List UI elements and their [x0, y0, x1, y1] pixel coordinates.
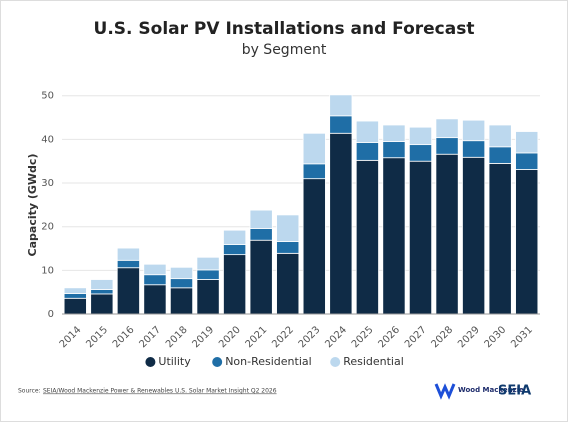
bar-segment — [462, 156, 486, 315]
bar-segment — [355, 142, 379, 161]
bar-segment — [408, 144, 433, 162]
legend-swatch — [212, 357, 223, 367]
bar-segment — [90, 279, 114, 290]
bar-segment — [515, 131, 539, 154]
y-tick-label: 0 — [48, 309, 54, 320]
source-label: Source: — [18, 388, 41, 395]
chart-title: U.S. Solar PV Installations and Forecast — [94, 19, 475, 39]
wm-logo-icon — [434, 383, 456, 400]
bar-segment — [488, 124, 512, 148]
bar-segment — [63, 297, 87, 315]
bar-segment — [408, 126, 433, 146]
bar-segment — [488, 146, 512, 164]
bar-segment — [196, 279, 220, 315]
bar-segment — [515, 169, 539, 315]
bar-segment — [302, 132, 326, 165]
bar-segment — [355, 159, 379, 315]
bar-segment — [143, 284, 167, 315]
y-tick-label: 20 — [41, 222, 54, 233]
bar-segment — [462, 119, 486, 142]
bar-segment — [435, 153, 459, 315]
bar-segment — [116, 267, 140, 315]
bar-segment — [223, 229, 247, 245]
bar-segment — [249, 209, 273, 229]
bar-segment — [329, 94, 353, 117]
bar-segment — [169, 278, 194, 289]
bar-segment — [515, 152, 539, 170]
bar-segment — [382, 124, 406, 142]
bar-segment — [435, 137, 459, 155]
y-axis-label: Capacity (GWdc) — [26, 154, 39, 257]
bar-segment — [116, 259, 140, 269]
bar-segment — [462, 140, 486, 158]
legend-swatch — [145, 357, 156, 367]
y-tick-label: 50 — [41, 91, 54, 102]
bar-segment — [329, 132, 353, 315]
bar-segment — [169, 266, 194, 280]
legend-label: Non-Residential — [225, 355, 312, 368]
bar-segment — [196, 269, 220, 280]
bar-segment — [302, 178, 326, 315]
logo-text: Wood Mackenzie — [458, 386, 524, 394]
bar-segment — [223, 254, 247, 315]
bar-segment — [63, 293, 87, 299]
bar-segment — [223, 244, 247, 256]
legend-swatch — [330, 357, 341, 367]
bar-segment — [382, 157, 406, 315]
source-link[interactable]: SEIA/Wood Mackenzie Power & Renewables U… — [43, 388, 277, 395]
bar-segment — [169, 287, 194, 315]
bar-segment — [329, 115, 353, 134]
bar-segment — [143, 263, 167, 276]
bar-segment — [249, 228, 273, 241]
bar-segment — [435, 118, 459, 139]
bar-segment — [276, 252, 300, 315]
bar-segment — [63, 287, 87, 294]
bar-segment — [116, 247, 140, 261]
bar-segment — [276, 214, 300, 242]
bar-segment — [382, 141, 406, 159]
chart-subtitle: by Segment — [242, 42, 327, 58]
y-tick-label: 40 — [41, 134, 54, 145]
bar-segment — [408, 160, 433, 315]
bar-segment — [302, 163, 326, 180]
legend-label: Utility — [158, 355, 191, 368]
y-tick-label: 10 — [41, 265, 54, 276]
bar-segment — [143, 274, 167, 286]
bar-segment — [196, 256, 220, 271]
bar-segment — [276, 241, 300, 254]
bar-segment — [249, 239, 273, 315]
logo-text: SEIA — [498, 384, 531, 399]
legend-label: Residential — [343, 355, 404, 368]
bar-segment — [488, 162, 512, 315]
bar-segment — [90, 293, 114, 315]
y-tick-label: 30 — [41, 178, 54, 189]
bar-segment — [355, 120, 379, 143]
bar-segment — [90, 289, 114, 295]
